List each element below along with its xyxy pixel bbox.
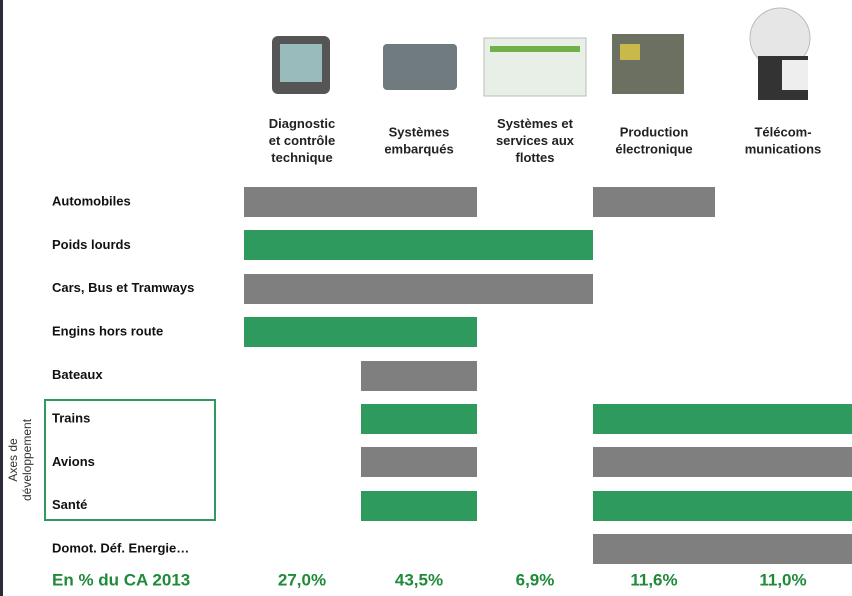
side-label: Axes dedéveloppement (6, 418, 34, 501)
header-line: embarqués (384, 142, 453, 157)
header-line: Diagnostic (269, 116, 335, 131)
bars (244, 187, 852, 564)
footer-value: 43,5% (395, 570, 443, 589)
footer-value: 6,9% (516, 570, 555, 589)
row-label: Engins hors route (52, 324, 163, 339)
header-line: et contrôle (269, 133, 335, 148)
column-header: Diagnostic et contrôle technique (269, 116, 335, 165)
header-line: munications (745, 142, 822, 157)
row-label: Domot. Déf. Energie… (52, 541, 189, 556)
footer-value: 27,0% (278, 570, 326, 589)
footer-label: En % du CA 2013 (52, 570, 190, 589)
row-label: Santé (52, 497, 87, 512)
row-label: Automobiles (52, 193, 131, 208)
header-line: Systèmes et (497, 116, 574, 131)
header-line: services aux (496, 133, 575, 148)
column-header: Systèmes embarqués (384, 125, 453, 157)
left-edge (0, 0, 3, 596)
column-header: Production électronique (615, 125, 692, 157)
header-line: électronique (615, 142, 692, 157)
column-header: Systèmes et services aux flottes (496, 116, 575, 165)
row-label: Cars, Bus et Tramways (52, 280, 194, 295)
footer-value: 11,6% (630, 570, 677, 589)
header-line: Systèmes (389, 125, 450, 140)
header-line: flottes (516, 150, 555, 165)
row-label: Bateaux (52, 367, 103, 382)
header-line: technique (271, 150, 332, 165)
header-line: Télécom- (754, 125, 811, 140)
header-line: Production (620, 125, 689, 140)
footer-value: 11,0% (759, 570, 806, 589)
row-label: Poids lourds (52, 237, 131, 252)
slide: Diagnostic et contrôle technique Systèmes em… (0, 0, 852, 596)
column-header: Télécom-munications (745, 125, 822, 157)
product-images (272, 8, 810, 100)
row-label: Avions (52, 454, 95, 469)
row-label: Trains (52, 410, 90, 425)
